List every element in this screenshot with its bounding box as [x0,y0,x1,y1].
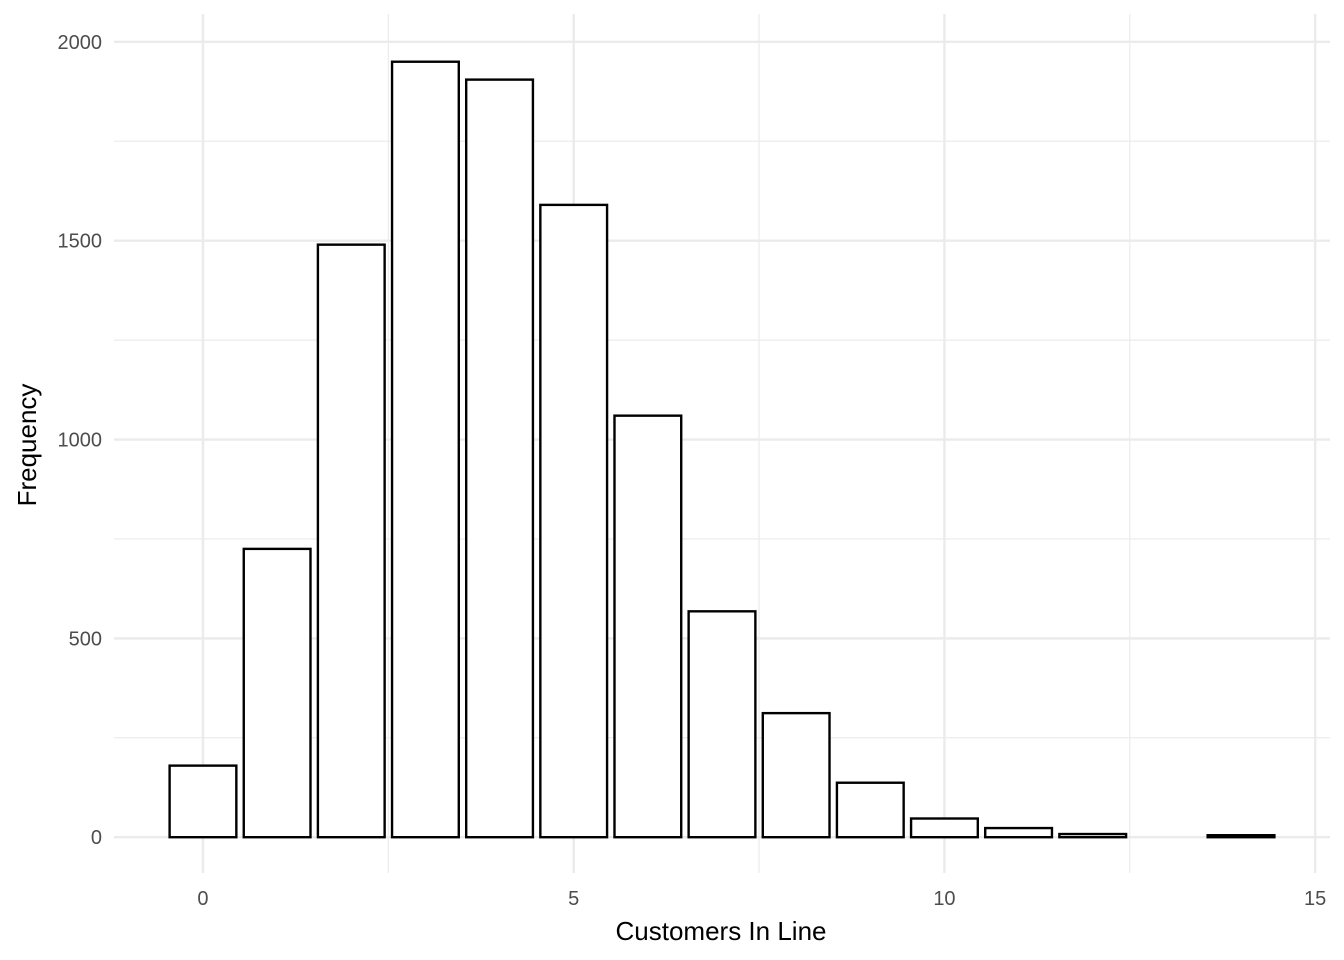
histogram-bar [835,781,905,839]
histogram-bar [761,711,831,839]
y-axis-title: Frequency [12,384,42,507]
grid-minor [114,14,1330,873]
x-tick-label: 15 [1304,888,1326,910]
histogram-bar [168,764,238,839]
histogram-bar [1058,832,1128,839]
y-tick-label: 2000 [58,32,103,54]
histogram-bar [1206,834,1276,839]
histogram-bar [613,414,683,839]
y-tick-label: 1000 [58,430,103,452]
y-tick-label: 0 [91,827,102,849]
x-axis-title: Customers In Line [616,916,827,946]
histogram-bar [316,243,386,839]
x-tick-label: 5 [568,888,579,910]
histogram-bar [687,610,757,839]
bars [168,60,1276,839]
y-tick-label: 500 [69,628,102,650]
histogram-bar [984,826,1054,839]
x-tick-label: 0 [197,888,208,910]
x-tick-labels: 0 5 10 15 [197,888,1326,910]
histogram-bar [909,817,980,839]
y-tick-label: 1500 [58,231,103,253]
histogram-bar [539,203,609,839]
histogram-bar [464,78,535,839]
histogram-bar [242,547,312,839]
histogram-bar [390,60,460,839]
y-tick-labels: 0 500 1000 1500 2000 [58,32,103,849]
x-tick-label: 10 [933,888,955,910]
